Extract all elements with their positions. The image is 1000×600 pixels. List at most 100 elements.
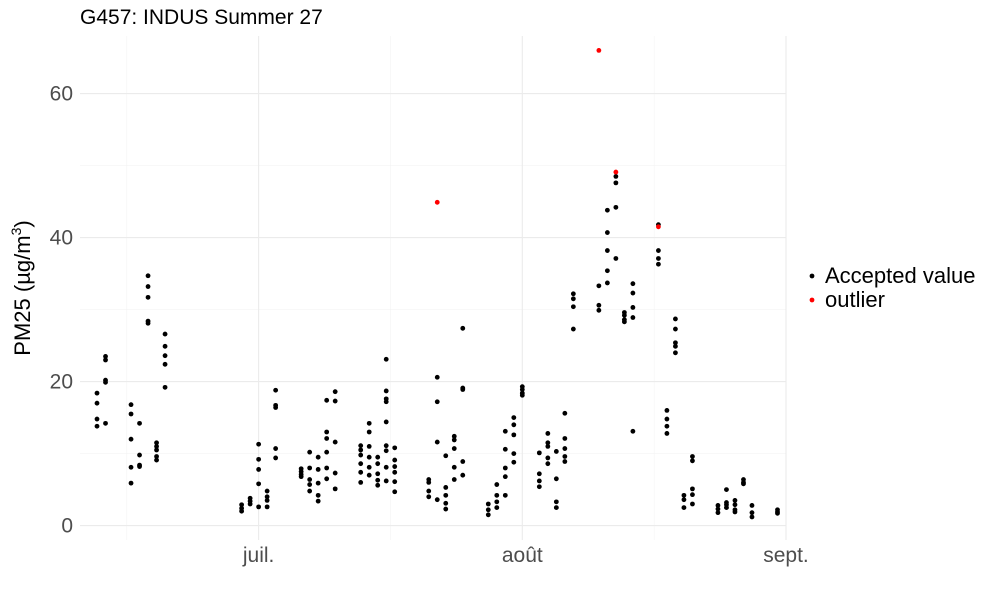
data-point [324,465,330,471]
data-point [128,402,134,408]
data-point [690,458,695,464]
data-point [366,444,372,449]
data-point [596,307,602,313]
data-point [570,326,576,332]
data-point [749,514,755,520]
data-point [613,204,619,210]
data-point [256,504,262,510]
data-point [94,400,100,406]
data-point [94,416,100,422]
data-point [604,230,610,235]
data-point [460,459,466,464]
data-point [443,453,449,459]
data-point [545,444,551,449]
series-outlier [434,48,661,230]
data-point [247,501,253,507]
data-point [94,390,100,396]
data-point [366,454,372,460]
data-point [383,464,389,470]
data-point [162,361,168,367]
data-point [366,420,372,426]
chart-title: G457: INDUS Summer 27 [80,6,323,29]
data-point [154,444,159,449]
legend-key [809,297,815,303]
data-point [239,508,245,514]
data-point [596,283,602,289]
data-point [502,465,508,471]
data-point [383,399,389,405]
data-point [681,497,687,503]
data-point [137,420,142,426]
data-point [451,464,457,470]
data-point [562,459,568,464]
data-point [332,389,338,395]
data-point [383,388,389,394]
data-point [426,480,432,485]
data-point [315,498,321,504]
data-point [656,224,661,230]
data-point [324,429,330,435]
data-point [145,273,151,279]
data-point [553,449,559,454]
data-point [264,488,270,494]
data-point [562,410,568,416]
data-point [154,454,159,459]
data-point [502,474,508,480]
x-tick-label: sept. [763,544,809,567]
data-point [443,506,449,512]
data-point [392,445,398,451]
data-point [256,441,262,447]
data-point [613,180,619,186]
data-point [434,497,440,503]
data-point [724,505,729,510]
data-point [562,446,568,451]
data-point [494,505,500,510]
y-tick-label: 60 [50,83,73,106]
data-point [451,477,457,482]
legend-label: Accepted value [825,263,975,288]
data-point [332,486,338,492]
data-point [103,354,108,359]
data-point [570,291,576,297]
data-point [715,503,721,508]
data-point [358,447,364,453]
data-point [570,296,576,302]
legend-key [809,273,815,279]
data-point [494,492,500,498]
data-point [613,169,619,175]
data-point [162,353,168,359]
data-point [128,464,134,470]
data-point [460,325,466,331]
data-point [154,440,159,446]
data-point [775,510,780,516]
data-point [664,408,670,413]
data-point [732,502,738,508]
data-point [511,415,517,420]
data-point [656,256,661,261]
data-point [162,384,168,390]
data-point [375,477,381,483]
data-point [332,470,338,476]
data-point [715,510,721,516]
data-point [434,399,440,405]
data-point [604,268,610,274]
data-point [690,501,695,507]
data-point [366,429,372,435]
data-point [145,320,151,326]
data-point [553,505,559,510]
data-point [545,461,551,467]
data-point [307,465,313,471]
data-point [145,284,151,289]
data-points [94,48,780,520]
data-point [358,461,364,467]
data-point [681,505,687,510]
data-point [451,437,457,443]
data-point [375,454,381,460]
data-point [673,343,678,349]
data-point [749,510,755,516]
data-point [426,488,432,494]
data-point [256,467,262,472]
data-point [673,340,678,346]
data-point [315,492,321,498]
